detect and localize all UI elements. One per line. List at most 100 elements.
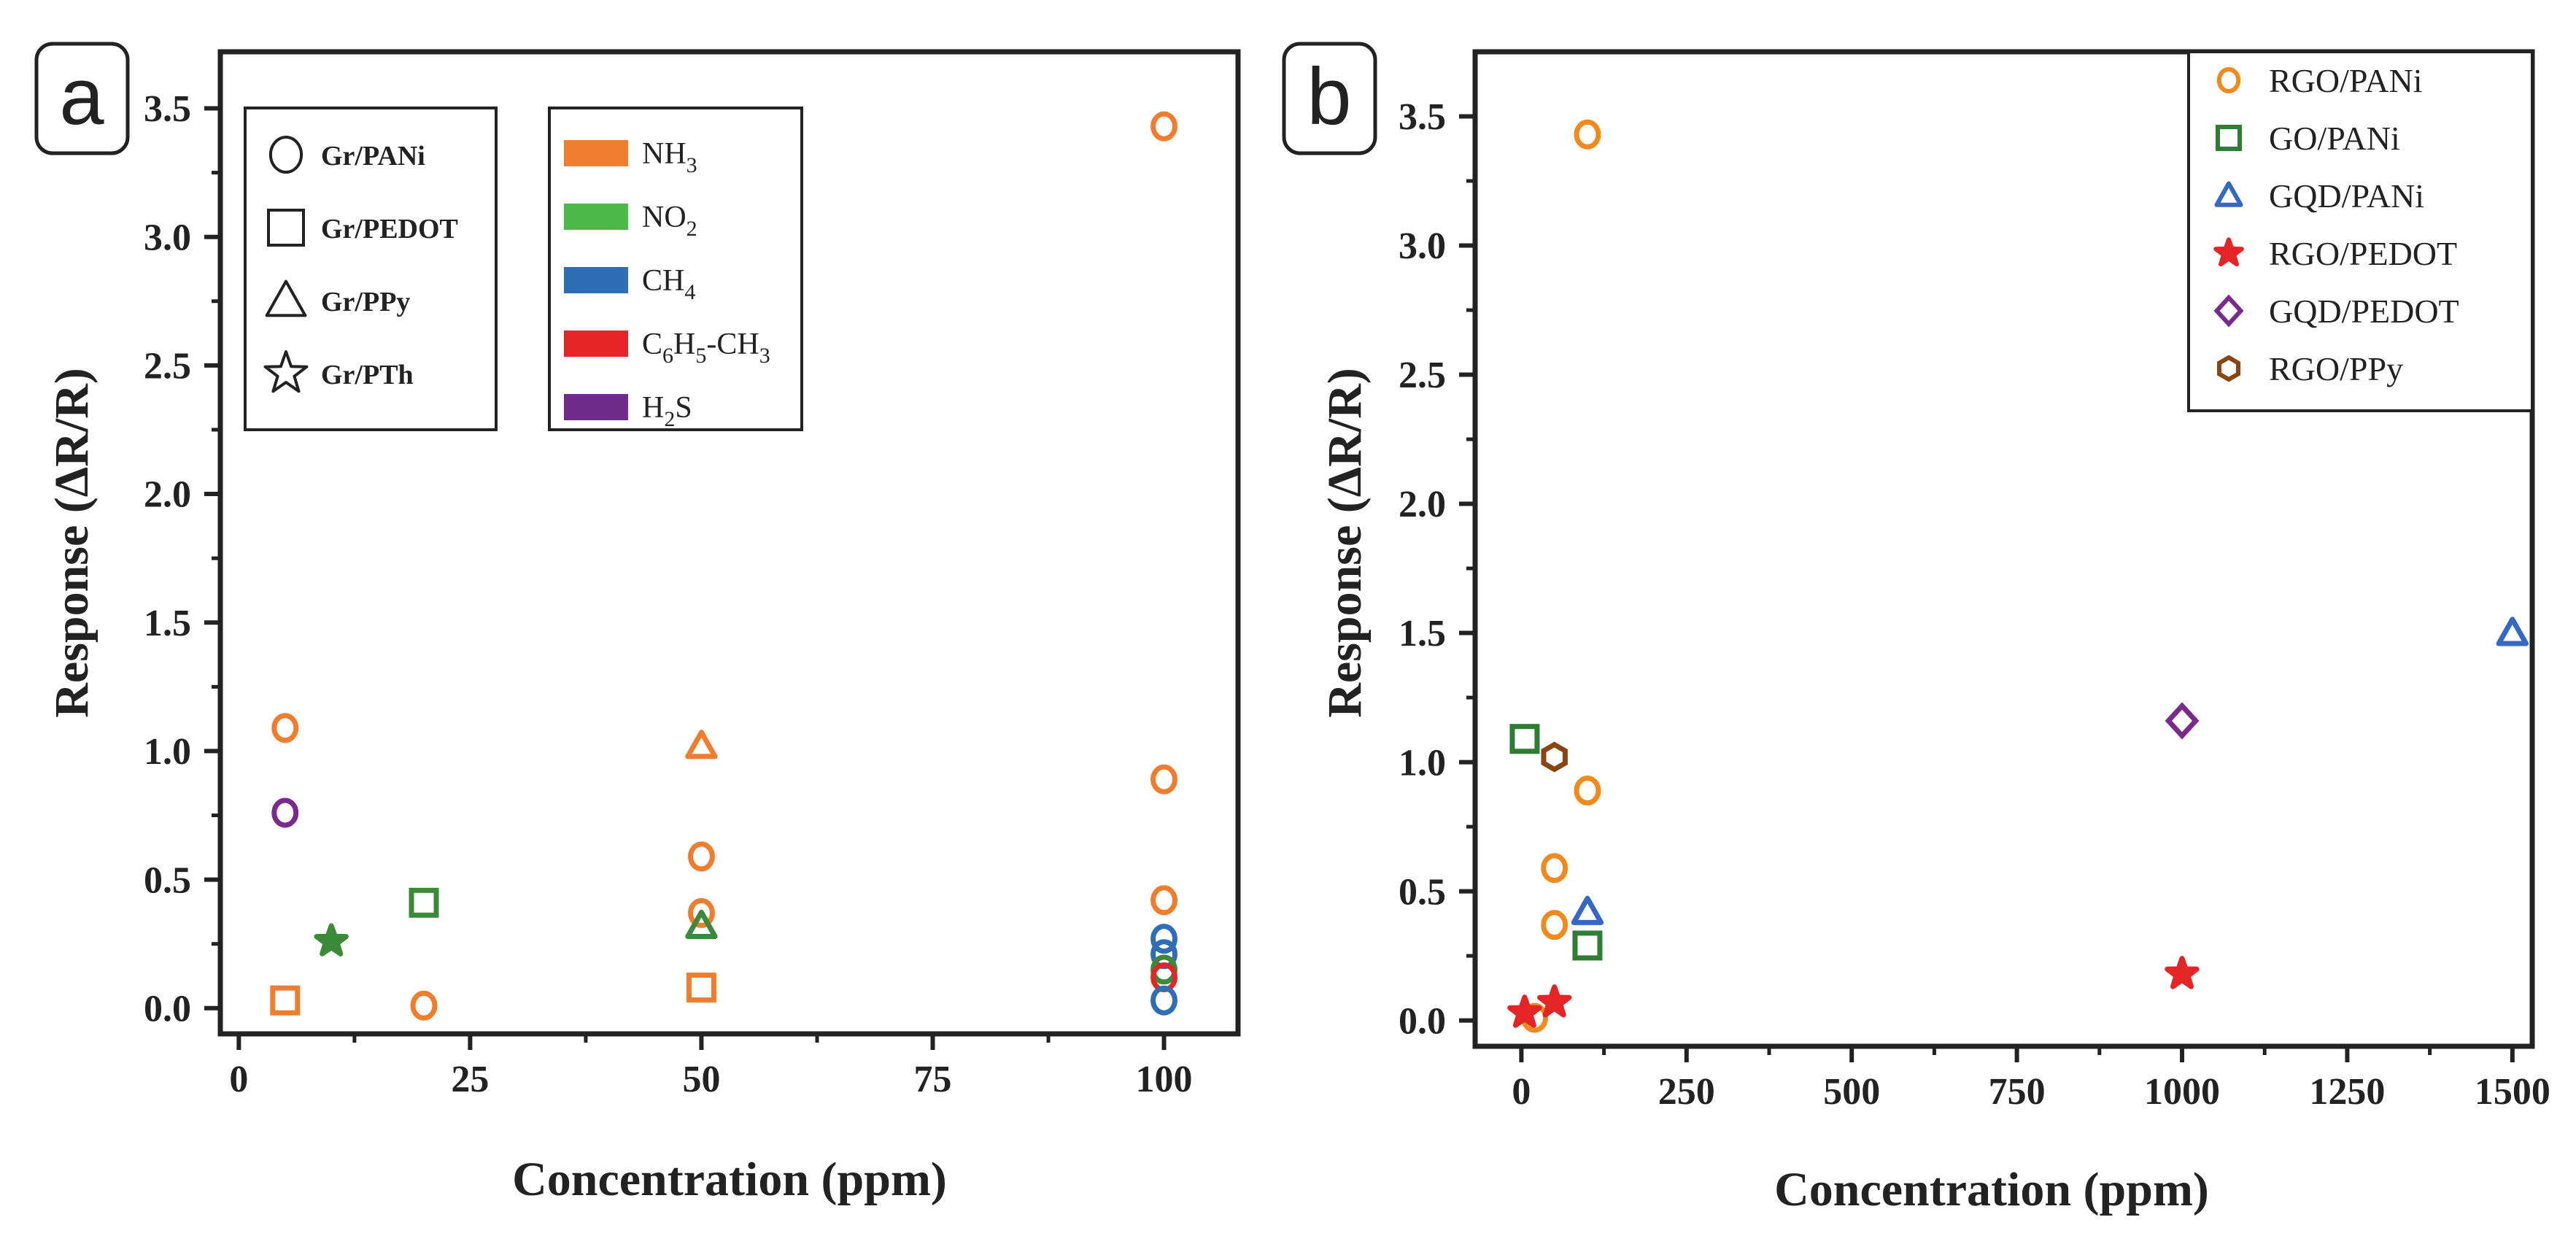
data-point-circle [1150,111,1178,142]
x-tick-label: 75 [914,1059,952,1100]
data-point-square [270,985,301,1016]
marker-legend-label: Gr/PANi [321,141,425,171]
data-point-go-pani [1509,724,1540,754]
y-tick-label: 1.0 [1399,742,1446,784]
data-point-circle [1150,885,1178,916]
chart-panel-b: 0.0 0.5 1.0 1.5 2.0 2.5 3.0 3.5 0 250 500 750 1000 1… [1318,49,2550,1216]
x-tick-label: 500 [1823,1071,1880,1113]
marker-legend-label: Gr/PEDOT [321,214,458,244]
x-tick-label: 100 [1136,1059,1193,1100]
legend-marker-square [2216,125,2242,151]
legend-label: RGO/PEDOT [2269,235,2457,272]
marker-legend-label: Gr/PPy [321,287,410,317]
data-point-circle [271,713,299,743]
legend-marker-circle [268,136,303,174]
data-point-rgo-pani [1541,910,1569,940]
plot-frame-b [1472,49,2535,1049]
x-tick-label: 1500 [2475,1071,2550,1113]
panel-b-label-box: b [1282,42,1377,155]
legend-b: RGO/PANi GO/PANi GQD/PANi RGO/PEDOT GQD/PEDO… [2187,50,2534,412]
data-point-square [409,887,439,918]
data-points-b [1507,119,2529,1033]
x-tick-label: 0 [229,1059,248,1100]
x-tick-label: 1000 [2144,1071,2220,1113]
y-axis-title-b: Response (ΔR/R) [1318,368,1372,718]
x-tick-label: 250 [1658,1071,1715,1113]
data-point-circle [687,897,715,928]
x-axis-b: 0 250 500 750 1000 1250 1500 [1512,1046,2550,1113]
x-axis-a: 0 25 50 75 100 [229,1034,1193,1100]
gas-legend-label: NO2 [642,201,697,241]
legend-label: RGO/PANi [2269,62,2422,99]
x-tick-label: 0 [1512,1071,1531,1113]
y-axis-b: 0.0 0.5 1.0 1.5 2.0 2.5 3.0 3.5 [1399,96,1475,1042]
data-point-circle [1150,764,1178,795]
x-tick-label: 750 [1989,1071,2046,1113]
y-tick-label: 3.5 [1399,96,1446,138]
y-tick-label: 0.0 [144,988,191,1029]
gas-legend-label: C6H5-CH3 [642,328,770,368]
data-point-star [314,923,349,957]
y-tick-label: 1.5 [1399,613,1446,654]
data-point-triangle [685,909,718,939]
data-point-gqd-pani [1571,895,1604,925]
y-tick-label: 2.0 [1399,484,1446,525]
data-points-a [270,111,1178,1021]
panel-a-label: a [59,52,104,142]
data-point-rgo-pedot [1537,984,1572,1018]
legend-marker-star [263,350,309,393]
gas-legend-swatch [564,267,628,293]
gas-legend-label: NH3 [642,137,697,177]
data-point-rgo-pedot [1507,994,1542,1028]
data-point-rgo-ppy [1541,741,1568,773]
gas-legend-swatch [564,331,628,357]
y-axis-title-a: Response (ΔR/R) [45,368,98,718]
data-point-rgo-pani [1574,119,1601,150]
data-point-rgo-pani [1541,853,1569,884]
data-point-circle [1150,985,1178,1016]
y-tick-label: 2.5 [1399,355,1446,396]
y-tick-label: 2.5 [144,346,191,387]
plot-frame-a [217,49,1241,1037]
legend-marker-square [267,209,305,247]
legend-marker-diamond [2213,294,2244,328]
x-tick-label: 25 [451,1059,489,1100]
data-point-rgo-pedot [2165,956,2200,989]
legend-label: GQD/PEDOT [2269,293,2459,330]
legend-label: RGO/PPy [2269,350,2403,387]
x-tick-label: 1250 [2309,1071,2385,1113]
legend-marker-hexagon [2217,355,2240,382]
gas-legend-a: NH3 NO2 CH4 C6H5-CH3 H2S [548,107,803,431]
legend-label: GQD/PANi [2269,177,2424,215]
data-point-square [686,973,716,1003]
legend-label: GO/PANi [2269,120,2400,157]
data-point-triangle [685,730,718,760]
panel-a-label-box: a [34,42,130,155]
legend-marker-circle [2216,67,2241,93]
chart-panel-a: 0.0 0.5 1.0 1.5 2.0 2.5 3.0 3.5 0 25 50 75 100 Resp… [45,49,1241,1206]
x-axis-title-a: Concentration (ppm) [512,1153,947,1206]
data-point-circle [410,990,438,1021]
panel-b-label: b [1307,52,1351,142]
data-point-rgo-pani [1574,776,1601,806]
legend-marker-star [2213,237,2244,267]
y-tick-label: 1.0 [144,731,191,773]
data-point-circle [687,841,715,872]
gas-legend-swatch [564,204,628,230]
y-tick-label: 0.5 [144,859,191,901]
legend-marker-triangle [265,279,307,317]
data-point-gqd-pedot [2165,702,2200,740]
legend-marker-triangle [2214,181,2243,207]
gas-legend-swatch [564,140,628,166]
data-point-circle [1150,924,1178,954]
y-tick-label: 0.0 [1399,1000,1446,1042]
y-tick-label: 3.0 [144,217,191,258]
gas-legend-swatch [564,394,628,420]
x-tick-label: 50 [682,1059,720,1100]
y-tick-label: 3.0 [1399,225,1446,267]
data-point-circle [271,797,299,828]
x-axis-title-b: Concentration (ppm) [1774,1163,2209,1216]
y-tick-label: 0.5 [1399,871,1446,913]
gas-legend-label: CH4 [642,264,695,304]
